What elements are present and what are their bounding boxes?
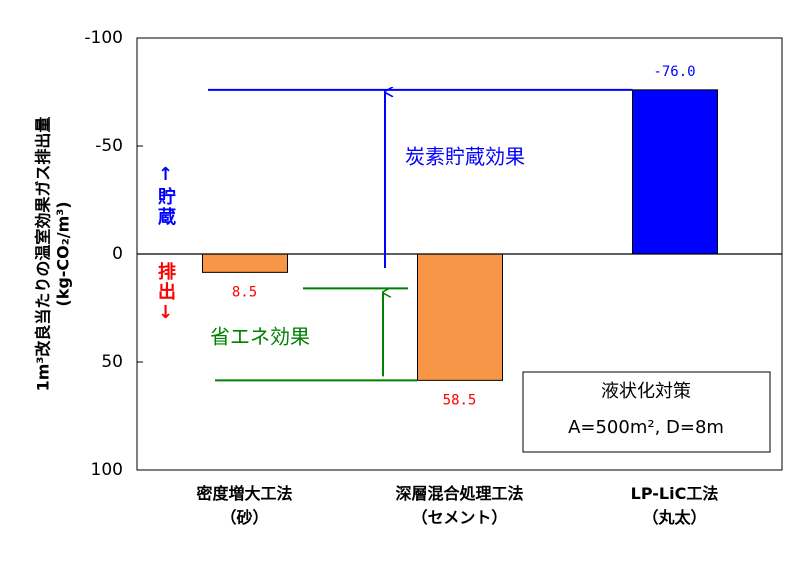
energy-effect-label: 省エネ効果 <box>210 325 310 349</box>
bar <box>417 253 503 381</box>
carbon-effect-label: 炭素貯蔵効果 <box>405 145 525 169</box>
value-label: -76.0 <box>653 64 695 80</box>
storage-label: ↑貯蔵 <box>155 164 176 227</box>
y-tick-label: -100 <box>84 28 123 48</box>
x-tick-label: 密度増大工法 （砂） <box>196 484 293 527</box>
x-tick-label: LP-LiC工法 （丸太） <box>630 484 719 527</box>
info-box <box>522 371 771 453</box>
y-tick-label: -50 <box>95 136 123 156</box>
y-label-line: (kg-CO₂/m³) <box>54 201 73 306</box>
value-label: 58.5 <box>443 392 477 408</box>
y-label-line: 1m³改良当たりの温室効果ガス排出量 <box>34 117 53 392</box>
y-axis-title: 1m³改良当たりの温室効果ガス排出量 (kg-CO₂/m³) <box>34 117 73 392</box>
box-text: A=500m², D=8m <box>568 417 724 438</box>
y-tick-label: 50 <box>101 352 123 372</box>
value-label: 8.5 <box>232 284 257 300</box>
bar <box>202 253 288 273</box>
y-tick-label: 0 <box>112 244 123 264</box>
y-tick-label: 100 <box>91 460 123 480</box>
emission-label: 排出↓ <box>155 262 176 325</box>
bar <box>632 89 718 255</box>
x-tick-label: 深層混合処理工法 （セメント） <box>395 484 524 527</box>
box-title: 液状化対策 <box>601 381 691 402</box>
